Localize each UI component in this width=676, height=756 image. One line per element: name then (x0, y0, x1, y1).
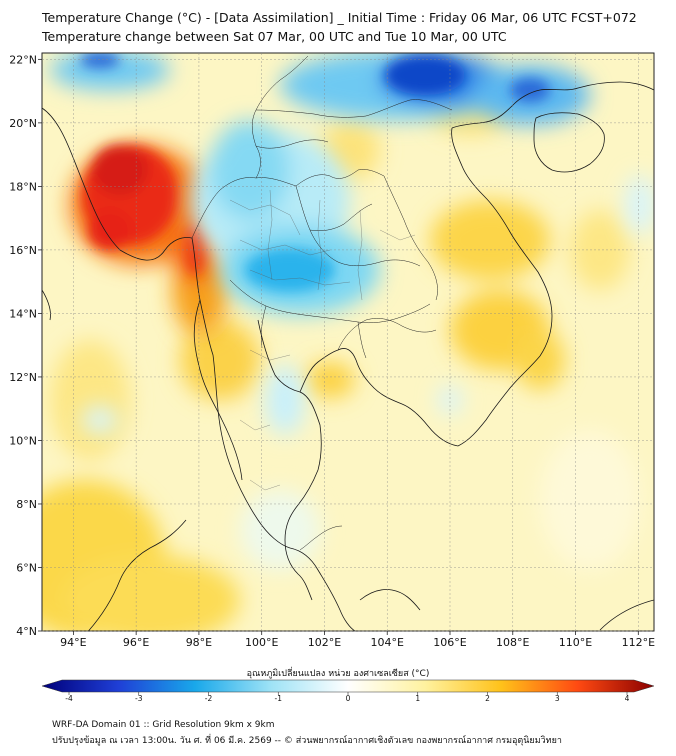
latitude-labels: 22°N 20°N 18°N 16°N 14°N 12°N 10°N 8°N 6°N 4°N (9, 53, 42, 638)
lon-label: 112°E (622, 636, 655, 649)
lon-label: 96°E (123, 636, 149, 649)
lon-label: 100°E (245, 636, 278, 649)
lat-label: 16°N (9, 244, 37, 257)
colorbar-tick-label: -1 (274, 694, 282, 703)
map-subtitle: Temperature change between Sat 07 Mar, 0… (42, 29, 507, 44)
map-title: Temperature Change (°C) - [Data Assimila… (42, 10, 637, 25)
temperature-field (42, 53, 654, 631)
colorbar-label: อุณหภูมิเปลี่ยนแปลง หน่วย องศาเซลเซียส (… (246, 669, 430, 679)
lon-label: 102°E (308, 636, 341, 649)
lon-label: 108°E (496, 636, 529, 649)
lat-label: 22°N (9, 53, 37, 66)
lat-label: 20°N (9, 117, 37, 130)
lat-label: 12°N (9, 371, 37, 384)
lat-label: 10°N (9, 434, 37, 447)
lat-label: 6°N (16, 561, 37, 574)
colorbar-tick-label: 1 (415, 694, 421, 703)
colorbar-tick-label: -4 (65, 694, 73, 703)
lat-label: 14°N (9, 307, 37, 320)
lon-label: 104°E (371, 636, 404, 649)
footer-credit: ปรับปรุงข้อมูล ณ เวลา 13:00น. วัน ศ. ที่… (52, 736, 562, 746)
lat-label: 4°N (16, 625, 37, 638)
lat-label: 8°N (16, 498, 37, 511)
lon-label: 110°E (559, 636, 592, 649)
colorbar-tick-label: 4 (624, 694, 630, 703)
colorbar-tick-label: 2 (485, 694, 490, 703)
footer-model-info: WRF-DA Domain 01 :: Grid Resolution 9km … (52, 720, 275, 730)
colorbar-tick-label: 3 (554, 694, 560, 703)
lon-label: 98°E (186, 636, 212, 649)
colorbar (41, 679, 655, 695)
lon-label: 106°E (433, 636, 466, 649)
colorbar-tick-label: 0 (345, 694, 351, 703)
longitude-labels: 94°E 96°E 98°E 100°E 102°E 104°E 106°E 108°E 110… (60, 631, 655, 649)
lat-label: 18°N (9, 180, 37, 193)
colorbar-tick-label: -2 (204, 694, 213, 703)
graticule (42, 53, 654, 632)
colorbar-tick-label: -3 (135, 694, 143, 703)
province-lines (229, 189, 416, 491)
lon-label: 94°E (60, 636, 86, 649)
